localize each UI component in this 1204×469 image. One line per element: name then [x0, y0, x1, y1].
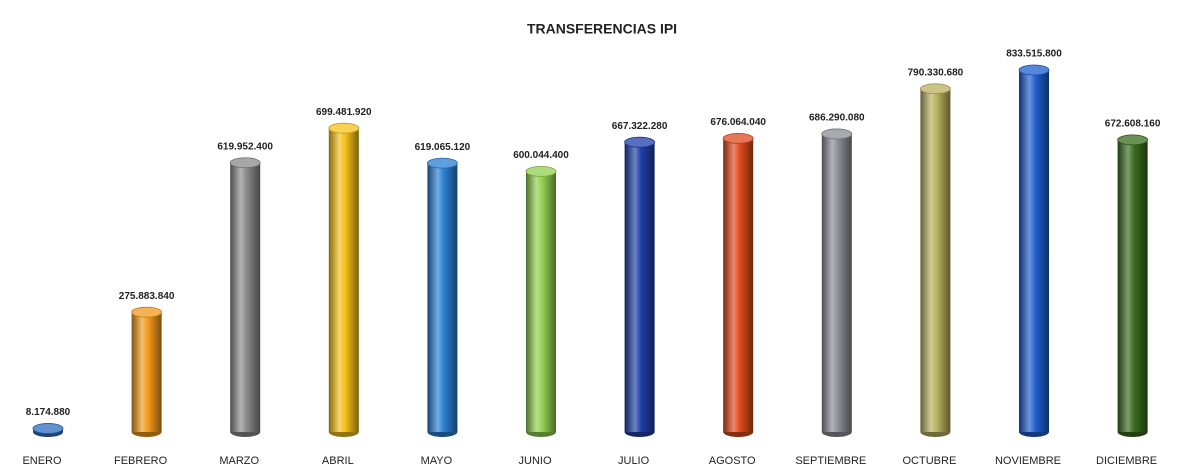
cylinder-top: [1117, 134, 1148, 146]
x-tick-label: SEPTIEMBRE: [795, 455, 866, 467]
x-tick-label: AGOSTO: [709, 455, 756, 467]
x-tick-label: JULIO: [618, 455, 650, 467]
bar: [328, 128, 359, 432]
value-label: 699.481.920: [316, 107, 372, 118]
cylinder-top: [426, 157, 458, 169]
x-tick-label: JUNIO: [519, 455, 552, 467]
cylinder-top: [131, 306, 163, 318]
value-label: 833.515.800: [1006, 49, 1062, 60]
x-tick-label: DICIEMBRE: [1096, 455, 1157, 467]
bar: [920, 88, 951, 433]
bar: [427, 163, 458, 433]
bar: [821, 133, 852, 432]
cylinder-top: [32, 423, 64, 434]
bar: [1117, 139, 1148, 432]
bar: [131, 312, 162, 432]
cylinder-top: [1018, 64, 1050, 76]
value-label: 275.883.840: [119, 291, 175, 302]
value-label: 686.290.080: [809, 113, 865, 124]
cylinder-top: [821, 128, 853, 140]
x-tick-label: NOVIEMBRE: [995, 455, 1061, 467]
value-label: 676.064.040: [710, 117, 766, 128]
value-label: 667.322.280: [612, 121, 668, 132]
x-tick-label: MARZO: [219, 455, 259, 467]
cylinder-top: [229, 157, 261, 169]
cylinder-top: [920, 83, 951, 95]
x-tick-label: FEBRERO: [114, 455, 168, 467]
x-tick-label: ENERO: [22, 455, 62, 467]
cylinder-top: [722, 132, 754, 144]
cylinder-top: [525, 165, 557, 177]
chart-title: TRANSFERENCIAS IPI: [527, 21, 677, 37]
value-label: 600.044.400: [513, 150, 569, 161]
value-label: 790.330.680: [908, 67, 964, 78]
bar: [230, 162, 261, 432]
x-tick-label: ABRIL: [322, 455, 354, 467]
cylinder-top: [328, 122, 360, 134]
x-tick-label: OCTUBRE: [903, 455, 957, 467]
cylinder-top: [624, 136, 655, 148]
value-label: 619.065.120: [415, 142, 471, 153]
value-label: 672.608.160: [1105, 119, 1161, 130]
bar: [624, 142, 655, 433]
value-label: 619.952.400: [217, 141, 273, 152]
value-label: 8.174.880: [26, 407, 71, 418]
bar: [526, 171, 556, 433]
bar: [1019, 70, 1049, 432]
bar: [723, 138, 754, 432]
x-tick-label: MAYO: [421, 455, 453, 467]
